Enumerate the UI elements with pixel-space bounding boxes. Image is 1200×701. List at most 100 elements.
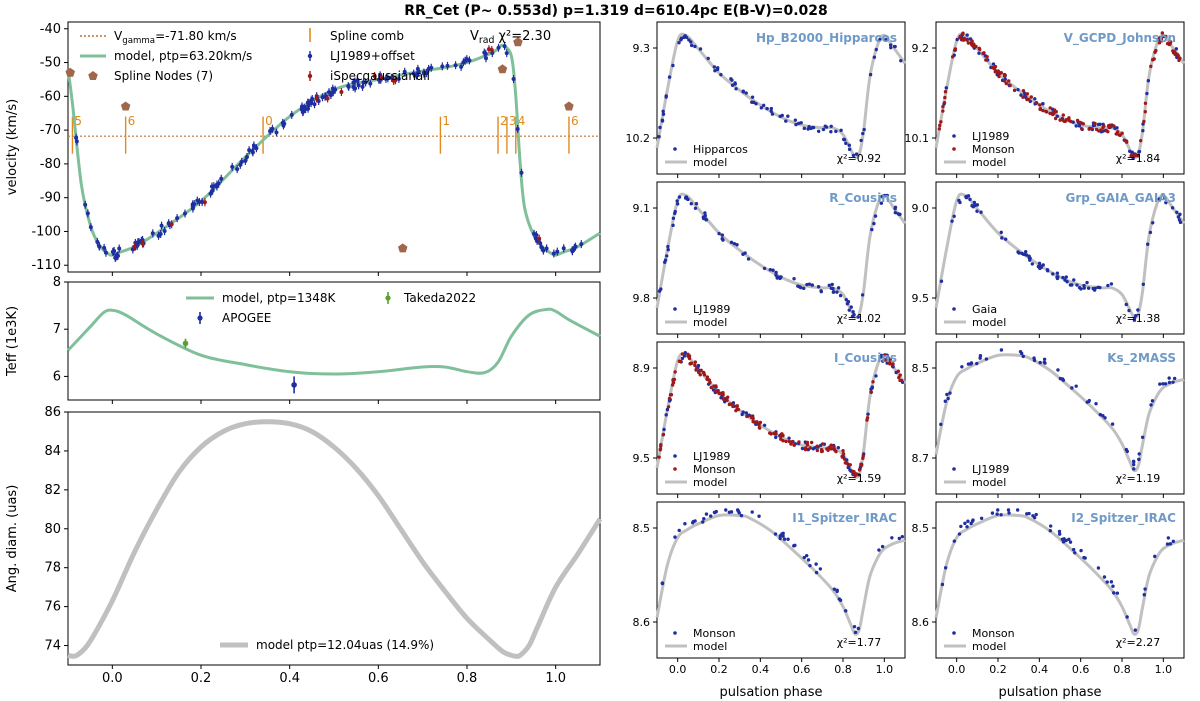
photometry-point	[671, 378, 675, 382]
photometry-point	[821, 127, 826, 132]
photometry-point	[1086, 286, 1091, 290]
photometry-point	[1061, 540, 1066, 544]
photometry-point	[769, 106, 774, 111]
rv-point	[244, 154, 249, 159]
photometry-point	[741, 252, 745, 256]
photometry-point	[1020, 251, 1024, 256]
rv-point	[504, 51, 509, 56]
photometry-point	[879, 201, 884, 205]
photometry-point	[1106, 123, 1111, 128]
x-tick-label: 1.0	[1155, 663, 1173, 676]
rv-point	[235, 167, 240, 172]
photometry-point	[996, 508, 1000, 512]
photometry-point	[797, 440, 801, 444]
rv-point	[74, 135, 79, 140]
teff-point-APOGEE	[291, 382, 297, 388]
photometry-point	[968, 197, 972, 202]
photometry-point	[941, 109, 945, 113]
legend-teff-model-label: model, ptp=1348K	[222, 291, 337, 305]
photometry-point	[1174, 47, 1179, 51]
photometry-point	[1167, 42, 1172, 47]
rv-ispec-point	[314, 96, 319, 101]
photometry-point	[1175, 210, 1179, 214]
photometry-point	[1137, 150, 1141, 154]
photometry-point	[1052, 111, 1056, 116]
photometry-point	[1034, 101, 1039, 105]
photometry-point	[677, 195, 682, 199]
photometry-point	[699, 368, 703, 373]
photometry-point	[1137, 452, 1141, 456]
rv-ispec-point	[339, 89, 344, 94]
photometry-model-line	[934, 513, 1185, 636]
photometry-point	[689, 202, 693, 206]
rv-point	[175, 216, 180, 221]
photometry-point	[1068, 283, 1073, 287]
photometry-point	[729, 77, 733, 81]
y-tick-label: 10.2	[626, 132, 651, 145]
photometry-point	[802, 286, 806, 291]
photometry-point	[776, 275, 780, 279]
rv-point	[326, 90, 331, 95]
photometry-point	[829, 124, 833, 128]
rv-point	[502, 44, 507, 49]
photometry-point	[679, 359, 683, 364]
photometry-point	[939, 120, 943, 124]
photometry-point	[984, 58, 988, 62]
legend-label: model	[972, 156, 1006, 169]
photometry-point	[977, 51, 981, 55]
rv-point	[162, 229, 167, 234]
photometry-point	[667, 75, 672, 79]
photometry-point	[1064, 275, 1068, 279]
photometry-point	[991, 62, 996, 66]
photometry-point	[1015, 508, 1020, 512]
rv-point	[511, 77, 516, 82]
legend-takeda-label: Takeda2022	[403, 291, 476, 305]
photometry-point	[814, 570, 819, 575]
rv-point	[346, 84, 351, 89]
legend-label: model	[693, 476, 727, 489]
rv-point	[561, 246, 566, 251]
photometry-point	[689, 43, 694, 48]
rv-point	[534, 233, 539, 238]
photometry-point	[768, 431, 772, 435]
photometry-point	[891, 362, 895, 366]
photometry-point	[675, 202, 680, 206]
spline-comb-label: 0	[265, 114, 273, 128]
photometry-point	[1114, 132, 1118, 136]
photometry-point	[861, 131, 865, 136]
photometry-point	[671, 380, 676, 385]
photometry-point	[1045, 268, 1050, 272]
photometry-point	[1103, 416, 1107, 420]
y-tick-label: 9.1	[633, 202, 651, 215]
photometry-point	[851, 310, 855, 314]
photometry-point	[1055, 271, 1060, 275]
photometry-point	[1057, 529, 1062, 534]
x-tick-label: 0.4	[752, 663, 770, 676]
photometry-point	[1048, 524, 1053, 528]
photometry-point	[750, 95, 755, 99]
photometry-point	[900, 535, 905, 539]
photometry-point	[1004, 81, 1008, 86]
photometry-point	[721, 238, 725, 242]
rv-ispec-point	[202, 200, 207, 205]
x-tick-label: 0.6	[793, 663, 811, 676]
rv-point	[544, 246, 549, 251]
photometry-point	[1038, 103, 1042, 107]
photometry-point	[683, 522, 687, 526]
photometry-point	[792, 544, 796, 548]
y-tick-label: 9.2	[912, 42, 930, 55]
photometry-point	[965, 525, 969, 529]
photometry-point	[1037, 261, 1042, 266]
photometry-point	[1164, 200, 1168, 205]
rv-ispec-point	[325, 96, 330, 101]
diam-model-line	[67, 419, 603, 659]
plot-frame	[935, 501, 1185, 659]
photometry-point	[886, 356, 890, 360]
legend-dot-swatch	[673, 454, 677, 458]
photometry-point	[1074, 124, 1078, 128]
photometry-point	[857, 468, 862, 472]
photometry-chi2: χ²=1.77	[837, 636, 881, 649]
y-tick-label: 8	[53, 275, 61, 290]
legend-label: model	[693, 640, 727, 653]
photometry-point	[869, 387, 873, 391]
